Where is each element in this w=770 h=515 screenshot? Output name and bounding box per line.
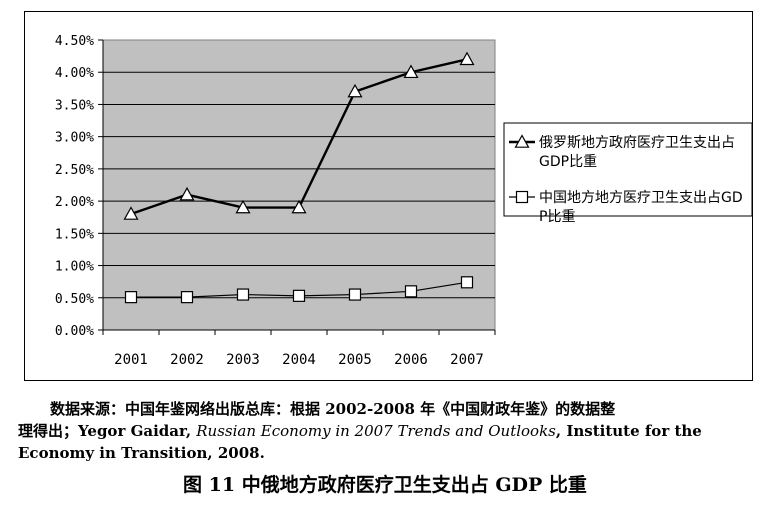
triangle-marker <box>179 186 195 201</box>
triangle-marker <box>291 199 307 214</box>
x-tick-label: 2007 <box>450 352 484 368</box>
y-tick-label: 2.00% <box>55 195 94 210</box>
x-tick-label: 2003 <box>226 352 260 368</box>
line-chart: 0.00% 0.50% 1.00% 1.50% 2.00% 2.50% 3.00% 3.50%… <box>55 34 753 368</box>
plot-area <box>102 39 496 331</box>
source-note: 数据来源：中国年鉴网络出版总库：根据 2002-2008 年《中国财政年鉴》的数… <box>18 398 746 464</box>
chart-frame: 0.00% 0.50% 1.00% 1.50% 2.00% 2.50% 3.00% 3.50%… <box>24 11 753 381</box>
y-tick-label: 4.50% <box>55 34 94 49</box>
legend-label: 中国地方地方医疗卫生支出占GD P比重 <box>539 190 743 225</box>
x-tick-label: 2006 <box>394 352 428 368</box>
x-tick-label: 2002 <box>170 352 204 368</box>
square-marker <box>180 291 194 304</box>
figure-caption: 图 11 中俄地方政府医疗卫生支出占 GDP 比重 <box>183 474 587 496</box>
square-marker <box>124 291 138 304</box>
x-tick-label: 2001 <box>114 352 148 368</box>
y-tick-label: 2.50% <box>55 163 94 178</box>
square-marker <box>404 285 418 298</box>
y-tick-label: 4.00% <box>55 66 94 81</box>
square-marker <box>292 289 306 302</box>
y-tick-label: 0.00% <box>55 324 94 339</box>
x-tick-label: 2004 <box>282 352 316 368</box>
triangle-marker <box>403 64 419 79</box>
y-tick-label: 1.50% <box>55 227 94 242</box>
book-title: Russian Economy in 2007 Trends and Outlo… <box>196 422 556 440</box>
triangle-marker <box>123 206 139 220</box>
legend-triangle-marker <box>514 134 530 148</box>
series-1 <box>123 51 475 220</box>
series-2 <box>124 276 474 304</box>
x-tick-label: 2005 <box>338 352 372 368</box>
x-axis: 2001 2002 2003 2004 2005 2006 2007 <box>102 329 496 368</box>
y-tick-label: 0.50% <box>55 292 94 307</box>
source-note-line-3: Economy in Transition, 2008. <box>18 444 265 462</box>
y-tick-label: 3.50% <box>55 98 94 113</box>
square-marker <box>236 288 250 301</box>
square-marker <box>348 288 362 301</box>
square-marker <box>460 276 474 289</box>
legend-box <box>503 122 753 217</box>
legend-label: 俄罗斯地方政府医疗卫生支出占 GDP比重 <box>539 135 735 170</box>
legend-square-marker <box>515 190 529 204</box>
y-axis: 0.00% 0.50% 1.00% 1.50% 2.00% 2.50% 3.00% 3.50%… <box>55 34 104 339</box>
y-tick-label: 1.00% <box>55 260 94 275</box>
source-note-line-1: 数据来源：中国年鉴网络出版总库：根据 2002-2008 年《中国财政年鉴》的数… <box>50 400 616 418</box>
triangle-marker <box>459 51 475 66</box>
series-layer <box>123 51 475 304</box>
y-tick-label: 3.00% <box>55 131 94 146</box>
source-note-line-2: 理得出；Yegor Gaidar, Russian Economy in 200… <box>18 422 702 440</box>
triangle-marker <box>235 199 251 214</box>
triangle-marker <box>347 83 363 98</box>
